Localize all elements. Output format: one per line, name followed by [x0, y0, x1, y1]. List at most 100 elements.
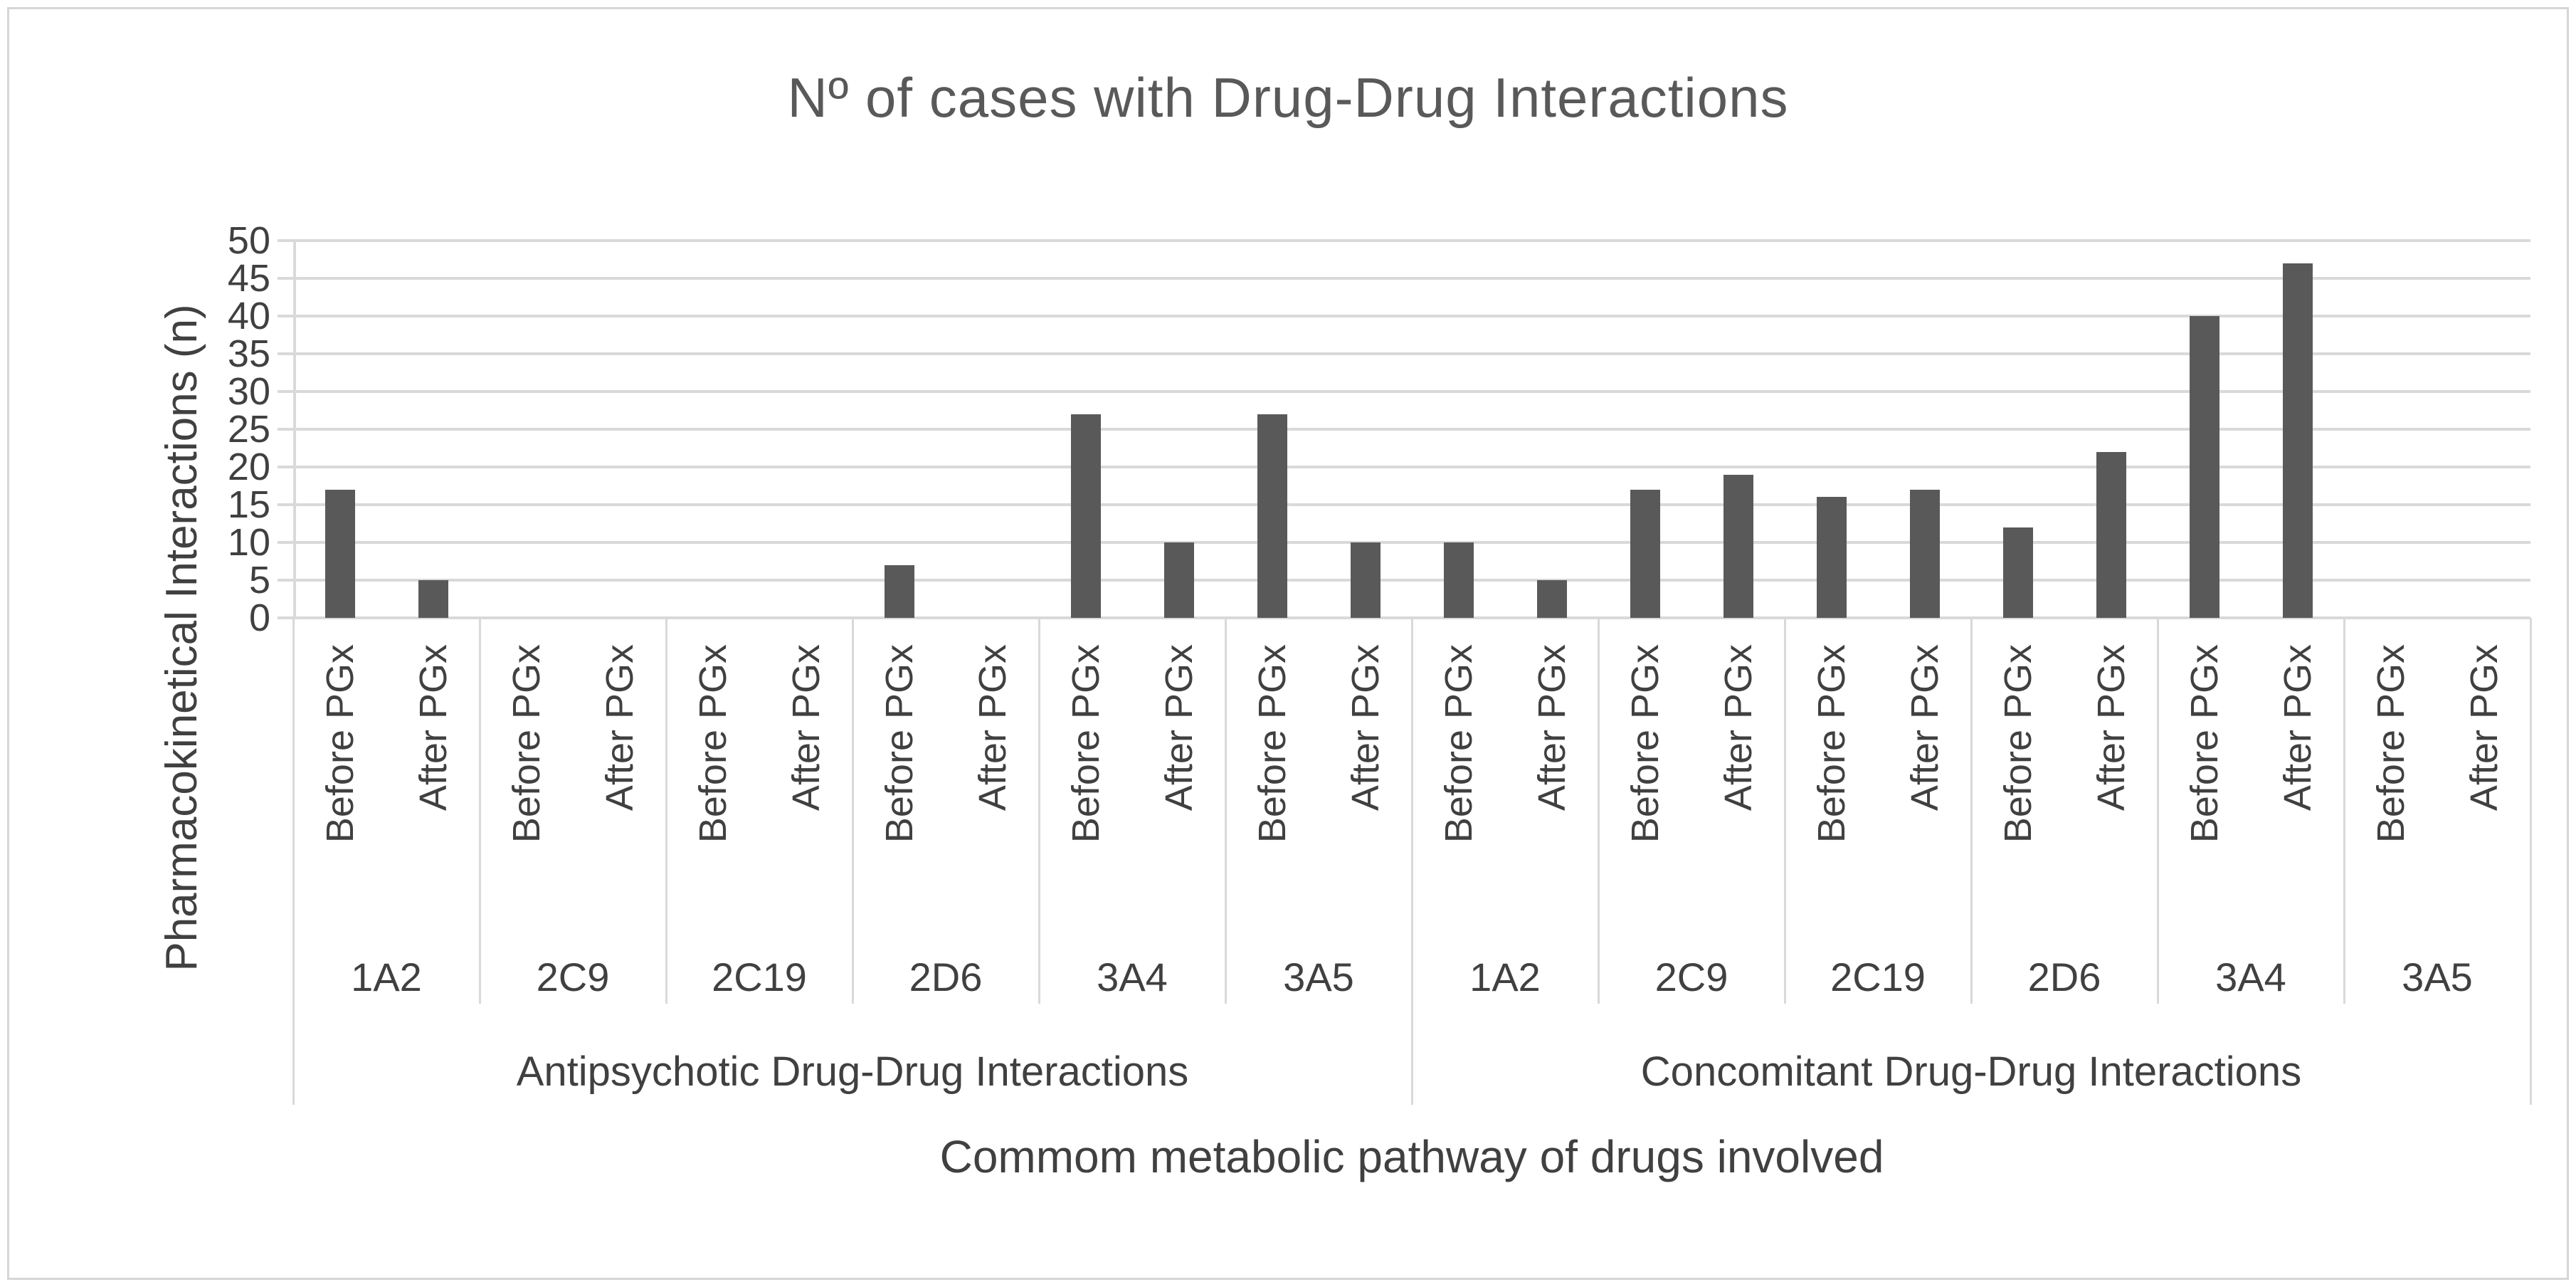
gridline-y15 [293, 503, 2530, 506]
pathway-label-2C19: 2C19 [1830, 955, 1926, 999]
y-axis-tickmark [278, 541, 293, 544]
series-label-before-pgx: Before PGx [1623, 644, 1667, 844]
bar-antipsychotic-3A5-before [1257, 414, 1287, 618]
series-label-after-pgx: After PGx [2089, 644, 2133, 811]
category-separator [1970, 618, 1973, 1004]
gridline-y30 [293, 390, 2530, 393]
bar-antipsychotic-1A2-after [418, 580, 448, 618]
category-separator [852, 618, 854, 1004]
group-label-antipsychotic: Antipsychotic Drug-Drug Interactions [516, 1049, 1189, 1095]
pathway-label-3A4: 3A4 [1097, 955, 1168, 999]
pathway-label-3A5: 3A5 [1283, 955, 1354, 999]
chart-title: Nº of cases with Drug-Drug Interactions [787, 66, 1789, 129]
pathway-label-2C9: 2C9 [536, 955, 610, 999]
series-label-before-pgx: Before PGx [1064, 644, 1107, 844]
series-label-after-pgx: After PGx [784, 644, 828, 811]
category-separator [1225, 618, 1227, 1004]
bar-concomitant-2C19-after [1909, 489, 1940, 618]
bar-concomitant-2C9-after [1723, 474, 1753, 618]
gridline-y20 [293, 466, 2530, 468]
series-label-after-pgx: After PGx [1530, 644, 1573, 811]
pathway-label-1A2: 1A2 [1469, 955, 1541, 999]
y-axis-tickmark [278, 579, 293, 582]
series-label-after-pgx: After PGx [598, 644, 641, 811]
series-label-before-pgx: Before PGx [2369, 644, 2412, 844]
series-label-before-pgx: Before PGx [1250, 644, 1294, 844]
y-tick-label: 45 [227, 257, 270, 300]
y-tick-label: 15 [227, 483, 270, 526]
series-label-after-pgx: After PGx [2462, 644, 2506, 811]
category-separator [665, 618, 667, 1004]
bar-concomitant-2C9-before [1630, 489, 1660, 618]
series-label-before-pgx: Before PGx [1996, 644, 2039, 844]
series-label-before-pgx: Before PGx [318, 644, 361, 844]
pathway-label-3A4: 3A4 [2215, 955, 2286, 999]
group-separator [2530, 618, 2532, 1105]
bar-concomitant-3A4-after [2282, 263, 2313, 618]
pathway-label-2D6: 2D6 [909, 955, 983, 999]
bar-concomitant-2C19-before [1816, 497, 1847, 618]
y-axis-tickmark [278, 390, 293, 393]
y-tick-label: 35 [227, 332, 270, 375]
series-label-after-pgx: After PGx [1903, 644, 1946, 811]
y-axis-line [293, 241, 296, 618]
category-separator [2157, 618, 2159, 1004]
category-separator [1598, 618, 1600, 1004]
y-axis-tickmark [278, 315, 293, 317]
bar-antipsychotic-3A4-before [1070, 414, 1101, 618]
y-axis-tickmark [278, 503, 293, 506]
y-tick-label: 10 [227, 521, 270, 564]
y-axis-tickmark [278, 239, 293, 242]
bar-antipsychotic-2D6-before [884, 564, 914, 618]
category-separator [2343, 618, 2345, 1004]
bar-antipsychotic-3A5-after [1350, 542, 1381, 618]
pathway-label-3A5: 3A5 [2402, 955, 2473, 999]
group-label-concomitant: Concomitant Drug-Drug Interactions [1640, 1049, 2302, 1095]
category-separator [479, 618, 481, 1004]
pathway-label-2C9: 2C9 [1654, 955, 1728, 999]
series-label-before-pgx: Before PGx [691, 644, 734, 844]
pathway-label-2D6: 2D6 [2027, 955, 2101, 999]
group-separator [1411, 618, 1413, 1105]
y-tick-label: 5 [248, 559, 270, 602]
group-separator [292, 618, 295, 1105]
y-axis-tickmark [278, 277, 293, 280]
y-tick-label: 20 [227, 446, 270, 488]
series-label-before-pgx: Before PGx [1437, 644, 1480, 844]
series-label-after-pgx: After PGx [2276, 644, 2319, 811]
gridline-y10 [293, 541, 2530, 544]
bar-concomitant-1A2-after [1536, 580, 1567, 618]
gridline-y45 [293, 277, 2530, 280]
x-axis-title: Commom metabolic pathway of drugs involv… [939, 1131, 1884, 1182]
category-separator [1038, 618, 1040, 1004]
bar-concomitant-2D6-after [2096, 451, 2126, 618]
gridline-y50 [293, 239, 2530, 242]
bar-concomitant-2D6-before [2002, 527, 2033, 618]
y-tick-label: 25 [227, 408, 270, 451]
y-tick-label: 30 [227, 370, 270, 413]
y-axis-tickmark [278, 466, 293, 468]
bar-concomitant-3A4-before [2189, 316, 2219, 618]
series-label-before-pgx: Before PGx [505, 644, 548, 844]
series-label-before-pgx: Before PGx [877, 644, 921, 844]
series-label-after-pgx: After PGx [1716, 644, 1760, 811]
y-tick-label: 0 [248, 597, 270, 639]
pathway-label-2C19: 2C19 [712, 955, 807, 999]
bar-concomitant-1A2-before [1443, 542, 1474, 618]
chart-frame-border [7, 7, 2569, 1280]
bar-antipsychotic-1A2-before [324, 489, 355, 618]
series-label-before-pgx: Before PGx [1810, 644, 1853, 844]
series-label-before-pgx: Before PGx [2182, 644, 2226, 844]
series-label-after-pgx: After PGx [1157, 644, 1200, 811]
gridline-y25 [293, 428, 2530, 431]
bar-antipsychotic-3A4-after [1163, 542, 1194, 618]
gridline-y5 [293, 579, 2530, 582]
y-axis-tickmark [278, 616, 293, 619]
series-label-after-pgx: After PGx [411, 644, 455, 811]
gridline-y40 [293, 315, 2530, 317]
pathway-label-1A2: 1A2 [351, 955, 422, 999]
y-axis-tickmark [278, 428, 293, 431]
y-tick-label: 40 [227, 295, 270, 337]
category-separator [1784, 618, 1786, 1004]
